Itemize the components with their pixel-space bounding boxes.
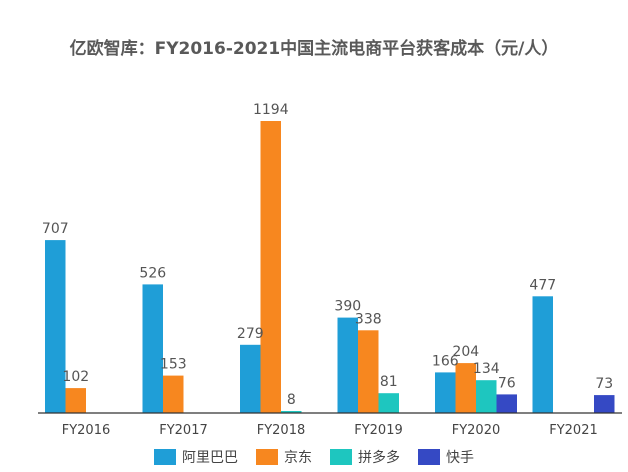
chart-title: 亿欧智库：FY2016-2021中国主流电商平台获客成本（元/人） [69,39,559,59]
legend-swatch [330,449,352,465]
bar-FY2016-阿里巴巴 [45,240,66,413]
bar-FY2017-阿里巴巴 [142,284,163,413]
bar-FY2017-京东 [163,375,184,413]
value-label-FY2017-京东: 153 [160,357,187,373]
bar-FY2019-阿里巴巴 [337,317,358,413]
value-label-FY2016-京东: 102 [62,369,89,385]
legend-label: 快手 [446,450,474,466]
legend-label: 拼多多 [358,450,400,466]
x-tick-label-FY2021: FY2021 [549,423,598,438]
bars-layer [45,121,615,413]
bar-FY2021-阿里巴巴 [532,296,553,413]
value-label-FY2018-阿里巴巴: 279 [237,326,264,342]
legend-label: 京东 [284,450,312,466]
value-label-FY2020-阿里巴巴: 166 [432,353,459,369]
legend-swatch [418,449,440,465]
value-label-FY2019-拼多多: 81 [380,374,398,390]
bar-FY2018-阿里巴巴 [240,344,261,413]
legend-label: 阿里巴巴 [182,450,238,466]
bar-FY2020-京东 [455,363,476,413]
x-tick-label-FY2020: FY2020 [452,423,501,438]
value-label-FY2016-阿里巴巴: 707 [42,221,69,237]
bar-FY2020-快手 [496,394,517,413]
value-label-FY2020-拼多多: 134 [473,361,500,377]
x-tick-label-FY2018: FY2018 [257,423,306,438]
bar-FY2018-京东 [260,121,281,413]
value-label-FY2021-快手: 73 [595,376,613,392]
bar-FY2016-京东 [65,388,86,413]
value-label-FY2019-阿里巴巴: 390 [334,299,361,315]
legend: 阿里巴巴 京东 拼多多 快手 [0,447,628,467]
x-tick-label-FY2016: FY2016 [62,423,111,438]
legend-item-拼多多: 拼多多 [330,447,400,467]
value-label-FY2017-阿里巴巴: 526 [139,265,166,281]
value-label-FY2020-京东: 204 [452,344,479,360]
value-label-FY2018-京东: 1194 [253,102,289,118]
bar-FY2019-拼多多 [378,393,399,413]
value-label-FY2018-拼多多: 8 [287,392,296,408]
bar-FY2020-阿里巴巴 [435,372,456,413]
x-tick-labels-layer: FY2016 FY2017 FY2018 FY2019 FY2020 FY2021 [62,423,598,438]
legend-item-快手: 快手 [418,447,474,467]
bar-FY2021-快手 [594,395,615,413]
legend-swatch [154,449,176,465]
legend-swatch [256,449,278,465]
legend-item-阿里巴巴: 阿里巴巴 [154,447,238,467]
value-label-FY2021-阿里巴巴: 477 [529,277,556,293]
value-label-FY2019-京东: 338 [355,311,382,327]
bar-FY2018-拼多多 [281,411,302,413]
value-label-FY2020-快手: 76 [498,375,516,391]
bar-FY2020-拼多多 [476,380,497,413]
x-tick-label-FY2017: FY2017 [159,423,208,438]
x-tick-label-FY2019: FY2019 [354,423,403,438]
bar-FY2019-京东 [358,330,379,413]
legend-item-京东: 京东 [256,447,312,467]
